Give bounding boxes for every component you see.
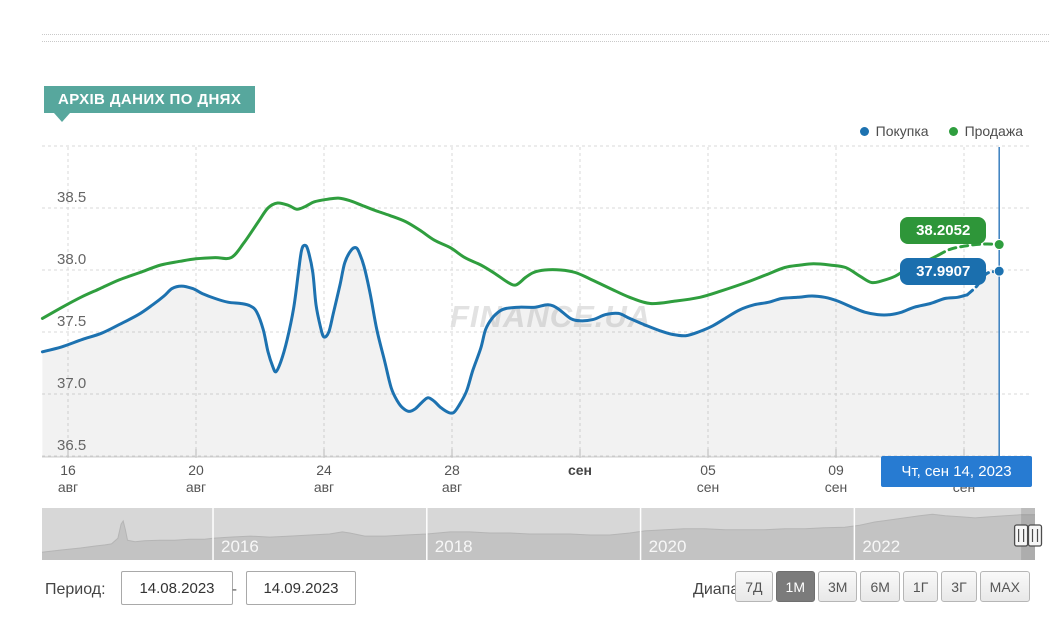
legend-dot-icon bbox=[948, 126, 958, 136]
date-from-input[interactable] bbox=[121, 571, 233, 605]
series-line-Продажа[interactable] bbox=[40, 196, 940, 320]
archive-days-badge: АРХІВ ДАНИХ ПО ДНЯХ bbox=[44, 86, 256, 113]
badge-pointer bbox=[54, 113, 70, 122]
navigator-handle-right[interactable] bbox=[1027, 524, 1043, 547]
last-point-marker-Покупка bbox=[993, 265, 1005, 277]
range-button-3М[interactable]: 3М bbox=[818, 571, 858, 602]
range-button-MAX[interactable]: MAX bbox=[979, 571, 1030, 602]
range-button-7Д[interactable]: 7Д bbox=[735, 571, 773, 602]
period-label: Период: bbox=[45, 581, 106, 598]
chart-legend: Покупка Продажа bbox=[859, 123, 1023, 139]
navigator-series-line bbox=[41, 513, 1035, 553]
legend-item-Продажа[interactable]: Продажа bbox=[948, 123, 1023, 139]
series-line-dashed-Покупка bbox=[965, 269, 1001, 297]
date-range-separator: - bbox=[232, 581, 237, 598]
range-button-6М[interactable]: 6М bbox=[860, 571, 900, 602]
range-button-3Г[interactable]: 3Г bbox=[941, 571, 977, 602]
series-area-Покупка bbox=[42, 245, 1000, 457]
date-to-input[interactable] bbox=[246, 571, 356, 605]
series-line-Покупка[interactable] bbox=[40, 243, 969, 415]
top-separator-line-1 bbox=[42, 34, 1049, 35]
range-button-1М[interactable]: 1М bbox=[775, 571, 815, 602]
series-line-dashed-Продажа bbox=[936, 242, 1001, 257]
navigator-handle-left[interactable] bbox=[1013, 524, 1029, 547]
range-buttons: 7Д 1М 3М 6М 1Г 3Г MAX bbox=[735, 571, 1030, 602]
range-button-1Г[interactable]: 1Г bbox=[902, 571, 939, 602]
legend-label: Продажа bbox=[964, 123, 1023, 139]
legend-dot-icon bbox=[859, 126, 869, 136]
legend-label: Покупка bbox=[875, 123, 929, 139]
navigator-series bbox=[42, 514, 1035, 560]
legend-item-Покупка[interactable]: Покупка bbox=[859, 123, 929, 139]
top-separator-line-2 bbox=[42, 41, 1049, 42]
last-point-marker-Продажа bbox=[993, 239, 1005, 251]
date-tooltip: Чт, сен 14, 2023 bbox=[881, 456, 1032, 487]
